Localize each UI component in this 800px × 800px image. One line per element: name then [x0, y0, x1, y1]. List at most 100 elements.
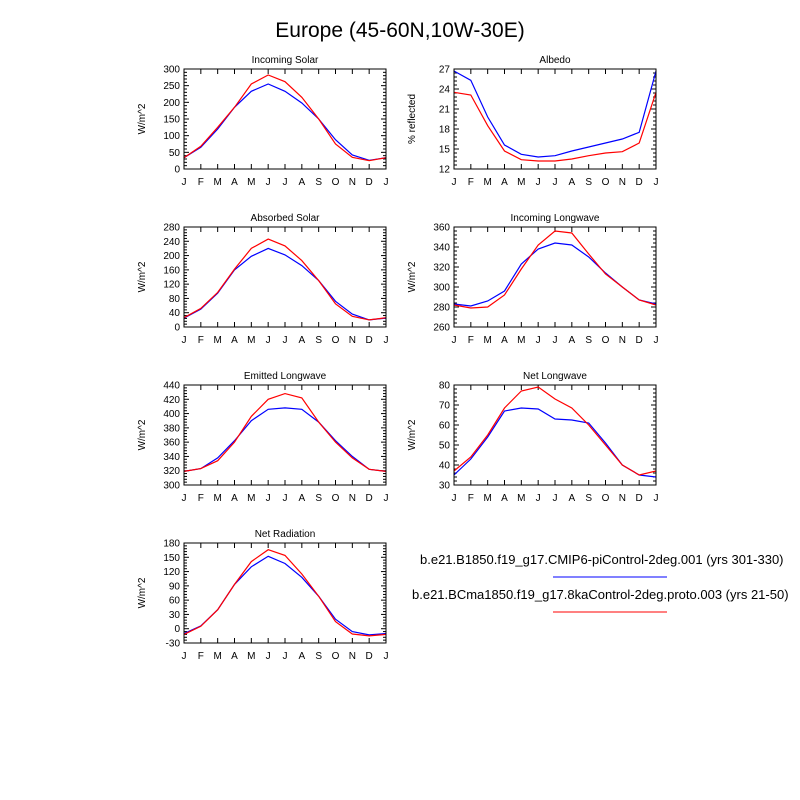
x-tick-label: F: [198, 493, 204, 504]
x-tick-label: F: [468, 493, 474, 504]
y-tick-label: 150: [163, 115, 180, 126]
x-tick-label: O: [332, 651, 340, 662]
x-tick-label: F: [468, 335, 474, 346]
y-tick-label: 0: [174, 165, 180, 176]
x-tick-label: N: [349, 493, 356, 504]
figure-title: Europe (45-60N,10W-30E): [275, 19, 524, 42]
x-tick-label: M: [517, 335, 525, 346]
y-tick-label: 30: [169, 610, 181, 621]
x-tick-label: J: [182, 651, 187, 662]
y-axis-label: W/m^2: [137, 103, 148, 134]
y-tick-label: 360: [433, 223, 450, 234]
x-tick-label: S: [585, 493, 592, 504]
plot-frame: [453, 68, 657, 170]
x-tick-label: F: [198, 177, 204, 188]
x-tick-label: A: [501, 493, 508, 504]
plot-frame: [183, 542, 387, 644]
x-tick-label: J: [283, 493, 288, 504]
y-tick-label: 80: [169, 294, 181, 305]
y-tick-label: 280: [433, 303, 450, 314]
y-tick-label: 40: [169, 308, 181, 319]
x-tick-label: M: [213, 493, 221, 504]
x-tick-label: D: [366, 177, 373, 188]
y-tick-label: 18: [439, 125, 451, 136]
y-tick-label: 360: [163, 438, 180, 449]
series-line-1: [183, 74, 387, 162]
x-tick-label: J: [266, 177, 271, 188]
x-tick-label: S: [585, 177, 592, 188]
legend-label-1: b.e21.BCma1850.f19_g17.8kaControl-2deg.p…: [412, 587, 789, 602]
y-axis-label: % reflected: [407, 94, 418, 144]
y-tick-label: 340: [433, 243, 450, 254]
series-line-0: [183, 407, 387, 472]
series-line-0: [453, 70, 657, 158]
panel-3: Incoming Longwave W/m^2 260 280 300 320 340 360…: [407, 213, 659, 346]
series-line-0: [183, 247, 387, 321]
x-tick-label: J: [384, 493, 389, 504]
y-tick-label: 21: [439, 105, 451, 116]
y-tick-label: 200: [163, 98, 180, 109]
x-tick-label: F: [468, 177, 474, 188]
plot-frame: [183, 68, 387, 170]
y-tick-label: 40: [439, 461, 451, 472]
y-tick-label: 15: [439, 145, 451, 156]
x-tick-label: J: [266, 493, 271, 504]
x-tick-label: A: [298, 651, 305, 662]
x-tick-label: J: [536, 177, 541, 188]
y-tick-label: 280: [163, 223, 180, 234]
series-line-1: [183, 549, 387, 637]
x-tick-label: N: [349, 651, 356, 662]
x-tick-label: S: [315, 335, 322, 346]
plot-frame: [183, 384, 387, 486]
x-tick-label: J: [654, 335, 659, 346]
x-tick-label: M: [483, 493, 491, 504]
x-tick-label: J: [654, 177, 659, 188]
y-tick-label: 300: [163, 65, 180, 76]
x-tick-label: N: [619, 335, 626, 346]
x-tick-label: A: [568, 335, 575, 346]
x-tick-label: D: [636, 493, 643, 504]
x-tick-label: M: [517, 177, 525, 188]
x-tick-label: J: [553, 493, 558, 504]
x-tick-label: J: [283, 177, 288, 188]
x-tick-label: S: [315, 493, 322, 504]
y-axis-label: W/m^2: [137, 419, 148, 450]
x-tick-label: J: [654, 493, 659, 504]
y-tick-label: 90: [169, 581, 181, 592]
legend: b.e21.B1850.f19_g17.CMIP6-piControl-2deg…: [412, 552, 789, 613]
x-tick-label: J: [452, 177, 457, 188]
x-tick-label: D: [636, 177, 643, 188]
y-tick-label: 400: [163, 409, 180, 420]
x-tick-label: N: [349, 177, 356, 188]
x-tick-label: O: [332, 177, 340, 188]
y-tick-label: 30: [439, 481, 451, 492]
y-tick-label: 80: [439, 381, 451, 392]
y-axis-label: W/m^2: [137, 577, 148, 608]
x-tick-label: M: [213, 335, 221, 346]
x-tick-label: S: [315, 651, 322, 662]
series-line-0: [453, 242, 657, 307]
y-tick-label: -30: [166, 639, 181, 650]
y-tick-label: 250: [163, 81, 180, 92]
x-tick-label: J: [553, 335, 558, 346]
plot-frame: [453, 384, 657, 486]
y-tick-label: 260: [433, 323, 450, 334]
x-tick-label: M: [247, 177, 255, 188]
x-tick-label: J: [182, 493, 187, 504]
x-tick-label: O: [602, 493, 610, 504]
x-tick-label: N: [619, 493, 626, 504]
x-tick-label: N: [349, 335, 356, 346]
x-tick-label: A: [501, 177, 508, 188]
y-tick-label: 60: [169, 596, 181, 607]
panel-title: Incoming Solar: [252, 55, 319, 66]
y-tick-label: 300: [163, 481, 180, 492]
x-tick-label: J: [266, 651, 271, 662]
y-axis-label: W/m^2: [407, 261, 418, 292]
x-tick-label: M: [213, 651, 221, 662]
x-tick-label: J: [536, 335, 541, 346]
